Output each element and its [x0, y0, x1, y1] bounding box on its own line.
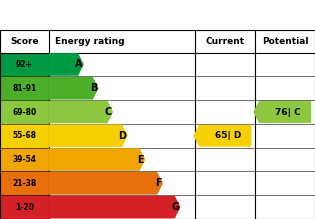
Bar — [0, 171, 49, 195]
Text: B: B — [90, 83, 97, 93]
Text: 92+: 92+ — [16, 60, 33, 69]
Text: D: D — [118, 131, 126, 141]
Text: 69-80: 69-80 — [12, 108, 37, 117]
Polygon shape — [253, 101, 311, 123]
Text: Energy Efficiency Rating: Energy Efficiency Rating — [8, 9, 180, 22]
Bar — [0, 53, 49, 76]
Bar — [0, 76, 49, 100]
Bar — [0, 124, 49, 148]
Text: E: E — [137, 155, 144, 164]
Bar — [0, 195, 49, 219]
Text: Current: Current — [206, 37, 245, 46]
Text: A: A — [75, 59, 83, 69]
Text: Score: Score — [10, 37, 39, 46]
Text: 1-20: 1-20 — [15, 203, 34, 212]
Text: F: F — [155, 178, 162, 188]
Polygon shape — [49, 53, 84, 76]
Text: G: G — [171, 202, 179, 212]
Text: 65| D: 65| D — [215, 131, 242, 140]
Text: 81-91: 81-91 — [12, 84, 37, 93]
Polygon shape — [49, 101, 113, 123]
Polygon shape — [49, 172, 163, 195]
Polygon shape — [49, 148, 145, 171]
Polygon shape — [49, 196, 180, 218]
Text: C: C — [105, 107, 112, 117]
Text: 21-38: 21-38 — [12, 179, 37, 188]
Polygon shape — [49, 124, 128, 147]
Text: Energy rating: Energy rating — [55, 37, 125, 46]
Text: 39-54: 39-54 — [12, 155, 37, 164]
Text: 55-68: 55-68 — [12, 131, 37, 140]
Polygon shape — [193, 125, 251, 147]
Bar — [0, 100, 49, 124]
Text: Potential: Potential — [262, 37, 308, 46]
Text: 76| C: 76| C — [275, 108, 301, 117]
Bar — [0, 148, 49, 171]
Polygon shape — [49, 77, 98, 100]
